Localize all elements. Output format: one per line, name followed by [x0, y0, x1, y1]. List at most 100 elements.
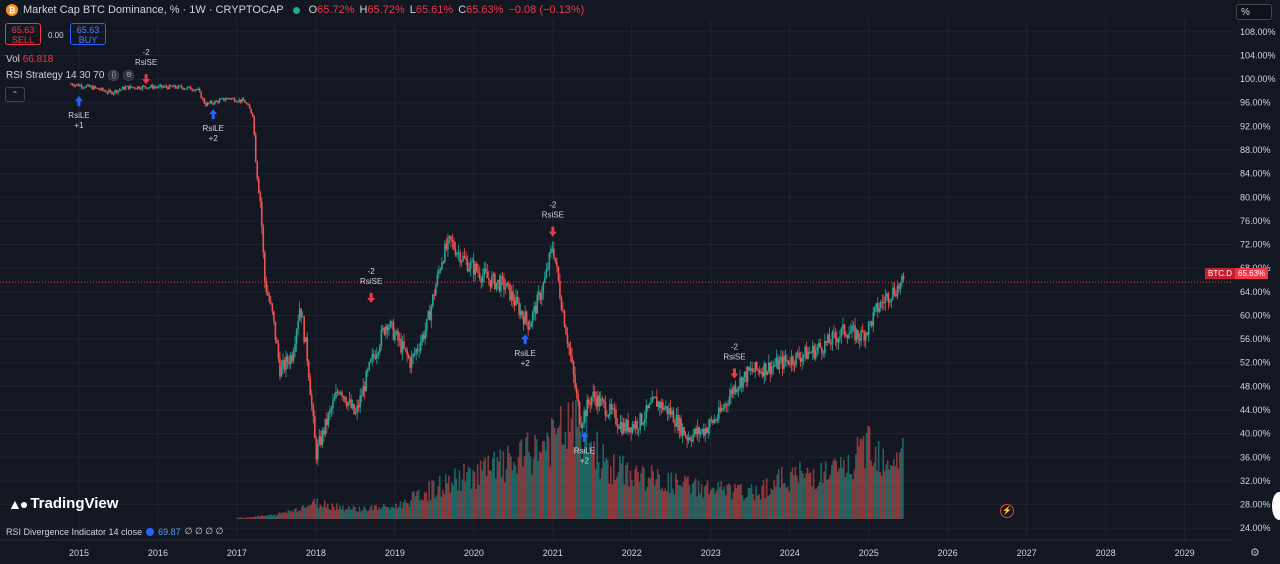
candle-body: [462, 255, 464, 261]
candle-body: [112, 92, 115, 95]
candle-body: [150, 85, 153, 88]
volume-bar: [788, 491, 791, 519]
volume-bar: [339, 505, 341, 519]
volume-bar: [528, 451, 530, 519]
volume-bar: [665, 491, 668, 519]
candle-body: [625, 419, 628, 432]
volume-bar: [703, 486, 706, 519]
candle-body: [580, 423, 582, 428]
candle-body: [878, 308, 881, 312]
candle-body: [383, 327, 386, 335]
candle-body: [492, 273, 495, 277]
trade-arrow-up-icon: [209, 109, 218, 120]
candle-body: [522, 316, 525, 325]
candle-body: [796, 352, 799, 354]
volume-bar: [491, 458, 494, 519]
annotation-qty: +1: [74, 121, 84, 130]
volume-bar: [612, 454, 615, 519]
candle-body: [332, 400, 334, 409]
tradingview-mark-icon: ▲●: [8, 495, 28, 512]
avatar[interactable]: [1272, 492, 1280, 520]
spread-value: 0.00: [48, 31, 64, 40]
volume-bar: [744, 498, 747, 519]
volume-bar: [793, 475, 795, 519]
volume-bar: [830, 465, 833, 519]
candle-body: [433, 294, 436, 296]
volume-bar: [617, 471, 620, 519]
candle-body: [834, 332, 837, 339]
candle-body: [127, 85, 130, 90]
candle-body: [760, 372, 763, 374]
volume-bar: [261, 515, 264, 519]
tradingview-logo[interactable]: ▲● TradingView: [8, 495, 118, 512]
settings-icon[interactable]: ⚙: [123, 70, 135, 81]
candle-body: [327, 413, 330, 426]
volume-bar: [267, 514, 270, 519]
rsi-divergence-legend[interactable]: RSI Divergence Indicator 14 close 69.87 …: [6, 526, 223, 537]
volume-legend[interactable]: Vol 66.818: [6, 54, 53, 65]
volume-bar: [429, 500, 432, 519]
candle-body: [624, 422, 626, 432]
rsi-divergence-extra: ∅ ∅ ∅ ∅: [184, 526, 224, 536]
volume-bar: [900, 448, 903, 519]
candle-body: [846, 336, 849, 339]
candle-body: [840, 328, 843, 337]
symbol-title[interactable]: Market Cap BTC Dominance, % · 1W · CRYPT…: [23, 4, 284, 16]
candle-body: [792, 356, 794, 365]
source-code-icon[interactable]: {}: [108, 70, 120, 81]
y-tick-label: 72.00%: [1240, 240, 1271, 250]
candle-body: [771, 366, 773, 375]
volume-bar: [257, 515, 259, 519]
lightning-icon[interactable]: ⚡: [1000, 504, 1014, 518]
candle-body: [152, 85, 154, 89]
collapse-legend-button[interactable]: ⌃: [5, 87, 25, 102]
volume-bar: [345, 509, 347, 519]
volume-bar: [399, 501, 402, 519]
annotation-label: RsiSE: [542, 211, 564, 220]
volume-bar: [582, 449, 585, 519]
volume-bar: [408, 506, 411, 519]
volume-bar: [717, 481, 720, 519]
sell-button[interactable]: 65.63 SELL: [5, 23, 41, 45]
candle-body: [438, 270, 440, 274]
volume-bar: [375, 505, 377, 519]
volume-bar: [331, 503, 334, 519]
candle-body: [678, 418, 681, 431]
volume-bar: [855, 453, 857, 519]
candle-body: [566, 334, 569, 344]
candle-body: [136, 86, 139, 89]
gear-icon[interactable]: ⚙: [1250, 547, 1260, 559]
x-tick-label: 2024: [780, 548, 800, 558]
buy-button[interactable]: 65.63 BUY: [70, 23, 106, 45]
volume-bar: [329, 509, 332, 519]
volume-bar: [307, 505, 309, 519]
volume-bar: [635, 465, 638, 519]
candle-body: [439, 269, 442, 271]
x-tick-label: 2017: [227, 548, 247, 558]
volume-bar: [487, 455, 489, 519]
candle-body: [156, 87, 159, 89]
candle-body: [519, 310, 522, 315]
scale-mode-button[interactable]: %: [1236, 4, 1272, 20]
candle-body: [837, 338, 840, 343]
candle-body: [241, 98, 243, 102]
volume-bar: [823, 471, 825, 519]
candle-body: [589, 403, 592, 406]
x-tick-label: 2019: [385, 548, 405, 558]
y-tick-label: 40.00%: [1240, 429, 1271, 439]
volume-bar: [853, 469, 856, 519]
candle-body: [864, 332, 867, 341]
candle-body: [141, 85, 144, 90]
volume-bar: [404, 499, 406, 519]
candle-body: [153, 86, 156, 89]
candle-body: [478, 272, 481, 279]
candle-body: [607, 414, 610, 417]
annotation-label: RsiSE: [135, 58, 157, 67]
x-tick-label: 2015: [69, 548, 89, 558]
candle-body: [677, 414, 679, 431]
candle-body: [536, 295, 539, 314]
strategy-legend[interactable]: RSI Strategy 14 30 70 {} ⚙: [6, 70, 135, 81]
y-tick-label: 24.00%: [1240, 523, 1271, 533]
candle-body: [724, 403, 726, 409]
